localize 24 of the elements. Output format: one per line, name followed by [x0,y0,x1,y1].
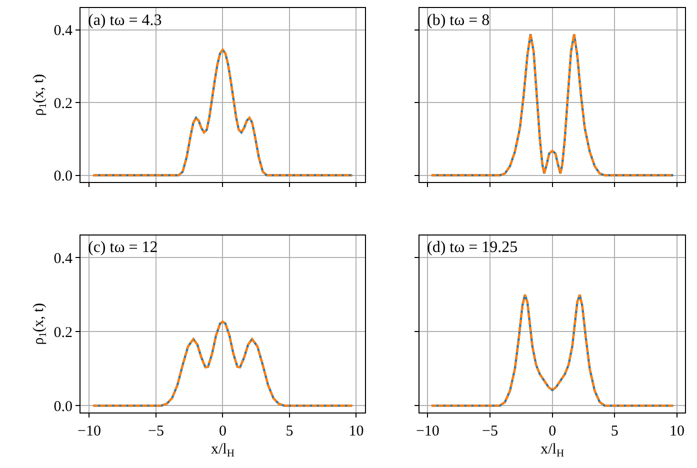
chart-title: (b) tω = 8 [427,12,490,29]
line-series [92,320,354,407]
x-tick-label: 5 [610,423,618,440]
y-tick-label: 0.2 [54,324,72,341]
x-tick-label: 10 [348,423,364,440]
x-tick-label: −5 [482,423,498,440]
x-axis-title: x/l$_{H}$ [211,441,235,460]
x-tick-label: 5 [286,423,294,440]
y-tick-label: 0.0 [54,168,72,185]
chart-title: (c) tω = 12 [88,239,158,256]
chart-title: (a) tω = 4.3 [88,12,162,29]
x-tick-label: 10 [669,423,684,440]
line-series [92,48,354,176]
x-tick-label: −10 [416,423,440,440]
x-tick-label: 0 [218,423,226,440]
y-tick-label: 0.4 [54,23,73,40]
y-tick-label: 0.0 [54,398,72,415]
x-axis-title: x/l$_{H}$ [540,441,564,460]
y-tick-label: 0.4 [54,250,73,267]
chart-title: (d) tω = 19.25 [427,239,518,256]
y-tick-label: 0.2 [54,96,72,112]
x-tick-label: 0 [548,423,556,440]
x-tick-label: −5 [148,423,164,440]
x-tick-label: −10 [78,423,101,440]
